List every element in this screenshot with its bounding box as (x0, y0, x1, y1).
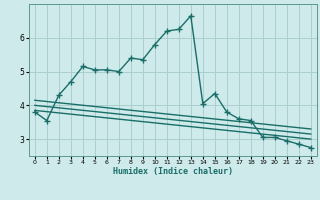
X-axis label: Humidex (Indice chaleur): Humidex (Indice chaleur) (113, 167, 233, 176)
